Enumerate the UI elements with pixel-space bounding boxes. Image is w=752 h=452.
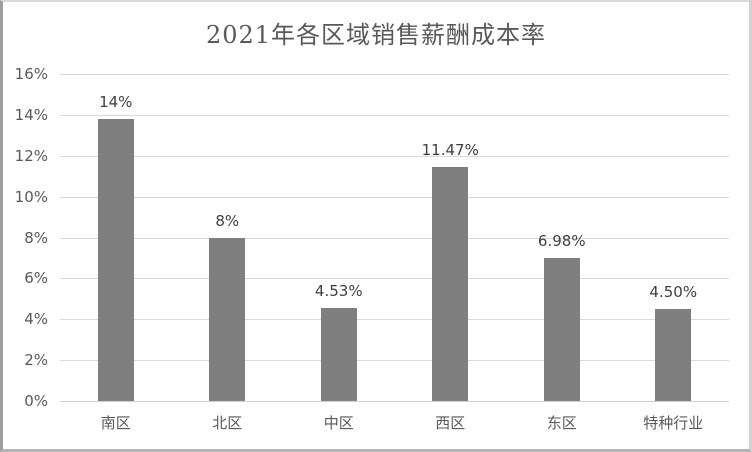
gridline <box>60 196 729 198</box>
bar <box>209 237 246 401</box>
bar-data-label: 8% <box>215 211 240 230</box>
gridline <box>60 319 729 321</box>
y-axis-tick-label: 14% <box>14 105 48 124</box>
x-axis-category-label: 特种行业 <box>643 414 704 432</box>
gridline <box>60 74 729 75</box>
y-axis-tick-label: 4% <box>24 310 48 329</box>
gridline <box>60 278 729 280</box>
y-axis-tick-label: 2% <box>24 351 48 370</box>
y-axis-tick-label: 6% <box>24 269 48 288</box>
y-axis-tick-label: 10% <box>14 187 48 206</box>
y-axis-tick-label: 8% <box>24 228 48 247</box>
gridline <box>60 155 729 157</box>
bar <box>97 119 134 401</box>
bar-data-label: 11.47% <box>421 140 479 159</box>
x-axis-category-label: 南区 <box>100 414 131 432</box>
bar <box>320 308 357 401</box>
gridline <box>60 360 729 362</box>
x-axis-category-label: 北区 <box>212 414 243 432</box>
bar <box>655 309 692 401</box>
bar-data-label: 4.53% <box>314 282 363 301</box>
y-axis-tick-label: 0% <box>24 392 48 410</box>
gridline <box>60 237 729 239</box>
x-axis-category-label: 西区 <box>435 414 466 432</box>
bar <box>543 258 580 401</box>
gridline <box>60 114 729 116</box>
bar-data-label: 14% <box>99 93 133 112</box>
x-axis-line <box>60 401 729 402</box>
y-axis-tick-label: 16% <box>14 65 48 83</box>
x-axis-category-label: 东区 <box>546 414 577 432</box>
chart-title: 2021年各区域销售薪酬成本率 <box>205 21 547 49</box>
y-axis-tick-label: 12% <box>14 146 48 165</box>
bar-data-label: 6.98% <box>537 232 586 251</box>
bar-data-label: 4.50% <box>649 283 698 302</box>
bar <box>432 166 469 401</box>
x-axis-category-label: 中区 <box>323 414 354 432</box>
